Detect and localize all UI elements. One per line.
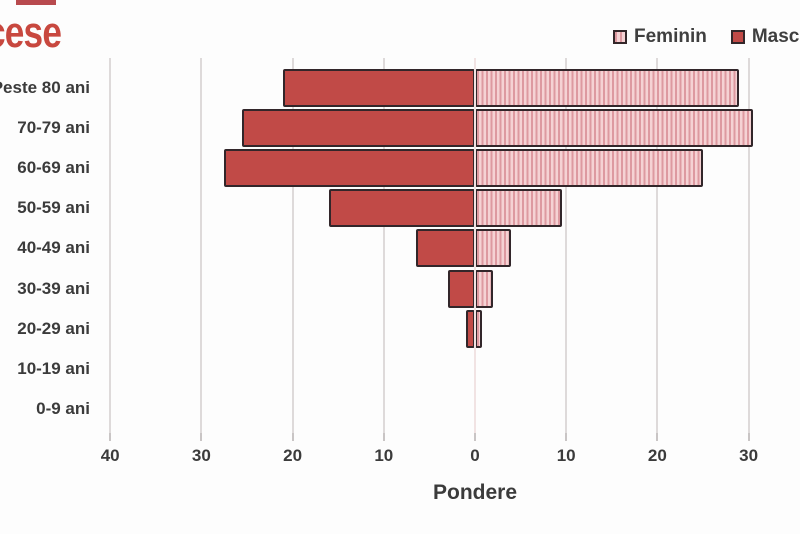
gridline bbox=[382, 58, 385, 433]
clipped-red-fragment bbox=[16, 0, 56, 5]
gridline bbox=[200, 58, 203, 433]
x-tick-label: 10 bbox=[556, 446, 576, 465]
bar-masculin bbox=[447, 269, 475, 308]
x-axis-title: Pondere bbox=[432, 481, 518, 504]
bar-masculin bbox=[242, 109, 475, 148]
bar-feminin bbox=[475, 309, 483, 348]
y-axis-label: 50-59 ani bbox=[17, 198, 90, 218]
axis-tick bbox=[291, 433, 294, 441]
bar-feminin bbox=[475, 189, 562, 228]
gridline bbox=[747, 58, 750, 433]
bar-masculin bbox=[465, 309, 475, 348]
y-axis-label: 60-69 ani bbox=[17, 158, 90, 178]
striped-pink-swatch-icon bbox=[613, 30, 627, 44]
axis-tick bbox=[109, 433, 112, 441]
axis-tick bbox=[382, 433, 385, 441]
legend-item-feminin: Feminin bbox=[613, 26, 707, 48]
x-tick-label: 0 bbox=[470, 446, 480, 465]
axis-tick bbox=[474, 433, 476, 441]
y-axis-label: 0-9 ani bbox=[36, 398, 90, 418]
x-tick-label: 10 bbox=[374, 446, 394, 465]
y-axis-label: Peste 80 ani bbox=[0, 78, 90, 97]
y-axis-label: 40-49 ani bbox=[17, 238, 90, 258]
bar-masculin bbox=[415, 229, 475, 268]
legend: Feminin Masculin bbox=[613, 26, 800, 48]
legend-item-masculin: Masculin bbox=[730, 26, 800, 48]
legend-label: Feminin bbox=[634, 26, 707, 47]
y-axis-label: 70-79 ani bbox=[17, 118, 90, 138]
axis-tick bbox=[565, 433, 568, 441]
x-tick-label: 40 bbox=[100, 446, 120, 465]
chart-title-fragment: cese bbox=[0, 8, 62, 57]
bar-feminin bbox=[475, 149, 703, 188]
y-axis-label: 20-29 ani bbox=[17, 318, 90, 338]
gridline bbox=[109, 58, 112, 433]
y-axis-label: 30-39 ani bbox=[17, 278, 90, 298]
solid-red-swatch-icon bbox=[730, 30, 745, 44]
bar-masculin bbox=[283, 69, 475, 107]
gridline bbox=[565, 58, 568, 433]
x-tick-label: 30 bbox=[191, 446, 211, 465]
axis-tick bbox=[656, 433, 659, 441]
bar-feminin bbox=[475, 229, 512, 268]
x-tick-label: 30 bbox=[739, 446, 759, 465]
x-tick-label: 20 bbox=[283, 446, 303, 465]
bar-feminin bbox=[475, 69, 740, 107]
y-axis-label: 10-19 ani bbox=[17, 358, 90, 378]
x-tick-label: 20 bbox=[647, 446, 667, 465]
axis-tick bbox=[747, 433, 750, 441]
bar-masculin bbox=[224, 149, 475, 188]
zero-axis-line bbox=[474, 58, 476, 433]
bar-feminin bbox=[475, 269, 494, 308]
gridline bbox=[656, 58, 659, 433]
legend-label: Masculin bbox=[751, 26, 800, 47]
bar-masculin bbox=[329, 189, 475, 228]
axis-tick bbox=[200, 433, 203, 441]
bar-feminin bbox=[475, 109, 754, 148]
gridline bbox=[291, 58, 294, 433]
